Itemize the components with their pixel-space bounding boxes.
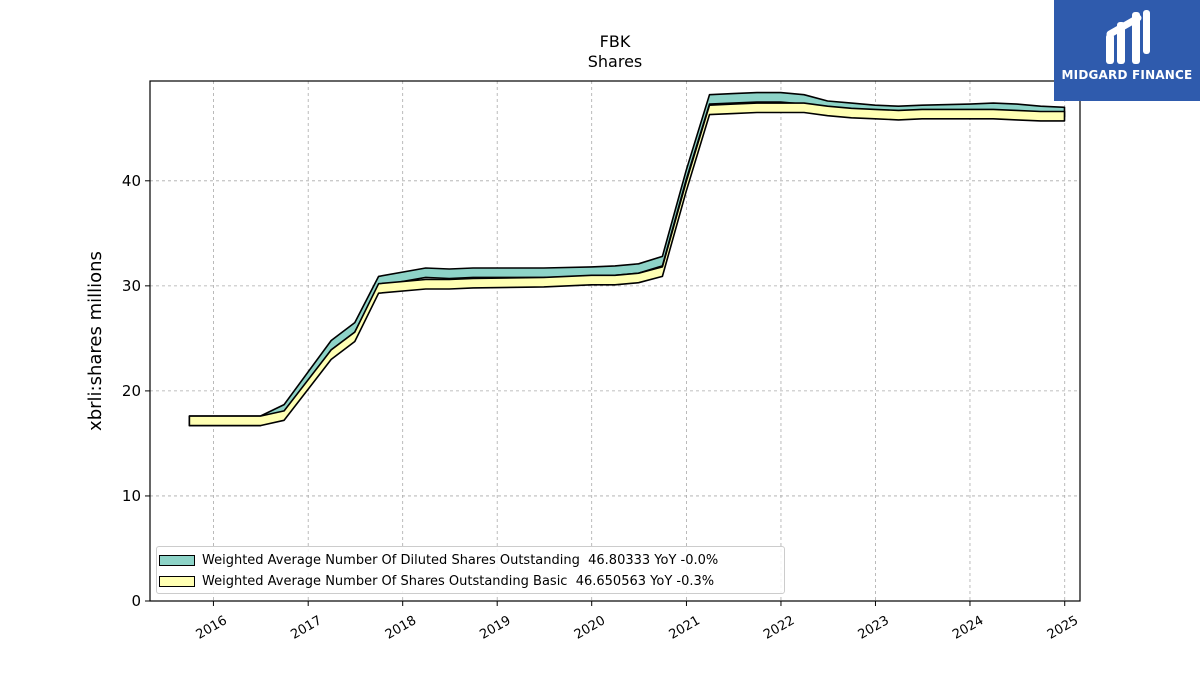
y-tick-label: 30: [122, 277, 141, 295]
legend: Weighted Average Number Of Diluted Share…: [156, 546, 785, 594]
y-tick-label: 20: [122, 382, 141, 400]
y-tick-label: 40: [122, 172, 141, 190]
chart-subtitle: Shares: [587, 52, 643, 71]
plot-frame: [149, 80, 1081, 602]
y-tick-label: 0: [131, 592, 141, 610]
brand-mark-icon: [1106, 10, 1150, 64]
series-area-basic: [188, 102, 1066, 427]
x-tick-label: 2020: [572, 613, 608, 643]
y-tick-label: 10: [122, 487, 141, 505]
x-tick-label: 2018: [383, 613, 419, 643]
y-axis-label: xbrli:shares millions: [85, 251, 106, 431]
x-tick-label: 2025: [1045, 613, 1081, 643]
x-tick-label: 2016: [194, 613, 230, 643]
legend-swatch-diluted: [159, 554, 195, 566]
x-tick-label: 2022: [761, 613, 797, 643]
x-axis-ticks: 2016 2017 2018 2019 2020 2021 2022 2023 2024 2025: [194, 601, 1081, 643]
series-areas: [188, 91, 1066, 427]
x-tick-label: 2017: [288, 613, 324, 643]
brand-name: MIDGARD FINANCE: [1061, 68, 1193, 82]
legend-label-basic: Weighted Average Number Of Shares Outsta…: [202, 573, 715, 589]
x-tick-label: 2021: [667, 613, 703, 643]
legend-item-basic: Weighted Average Number Of Shares Outsta…: [157, 571, 714, 591]
legend-item-diluted: Weighted Average Number Of Diluted Share…: [157, 550, 718, 570]
chart-title: FBK: [599, 32, 631, 51]
x-tick-label: 2019: [477, 613, 513, 643]
brand-logo: MIDGARD FINANCE: [1054, 0, 1200, 101]
y-axis-ticks: 0 10 20 30 40: [122, 172, 150, 610]
legend-label-diluted: Weighted Average Number Of Diluted Share…: [202, 552, 719, 568]
x-tick-label: 2023: [856, 613, 892, 643]
series-area-diluted: [188, 91, 1066, 427]
grid-lines: [150, 81, 1080, 601]
legend-swatch-basic: [159, 575, 195, 587]
x-tick-label: 2024: [950, 613, 986, 643]
